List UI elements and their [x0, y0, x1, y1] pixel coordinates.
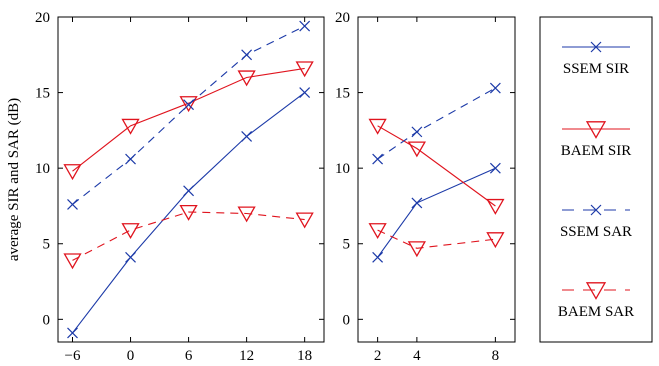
y-tick-label: 0	[43, 312, 51, 328]
legend-marker-x	[590, 41, 602, 53]
data-point-marker	[407, 141, 426, 158]
data-point-marker	[63, 253, 82, 270]
y-tick-label: 10	[35, 161, 50, 177]
x-tick-label: 4	[413, 348, 421, 364]
data-point-marker	[121, 118, 140, 135]
series-line-baem-sir	[72, 67, 305, 172]
data-point-marker	[183, 99, 195, 111]
data-point-marker	[411, 126, 423, 138]
plot-frame	[357, 16, 516, 343]
y-tick-label: 0	[343, 312, 351, 328]
legend-marker-triangle	[585, 121, 607, 139]
data-point-marker	[241, 49, 253, 61]
y-tick-label: 15	[35, 86, 50, 102]
y-axis-label: average SIR and SAR (dB)	[6, 98, 22, 261]
data-point-marker	[411, 197, 423, 209]
x-tick-label: −6	[65, 348, 81, 364]
plot-frame	[57, 16, 325, 343]
data-point-marker	[237, 206, 256, 223]
series-line-baem-sir	[377, 125, 496, 207]
data-point-marker	[241, 130, 253, 142]
x-tick-label: 0	[127, 348, 135, 364]
data-point-marker	[183, 185, 195, 197]
data-point-marker	[489, 162, 501, 174]
data-point-marker	[67, 327, 78, 339]
legend-marker-triangle	[585, 282, 607, 300]
series-line-ssem-sar	[377, 87, 496, 160]
legend-box	[539, 16, 653, 343]
y-tick-label: 20	[335, 10, 350, 26]
series-line-baem-sar	[377, 229, 496, 249]
legend-label: SSEM SAR	[560, 224, 632, 240]
x-tick-label: 6	[185, 348, 193, 364]
legend-label: SSEM SIR	[563, 61, 629, 77]
data-point-marker	[368, 223, 387, 240]
data-point-marker	[299, 20, 311, 32]
y-tick-label: 20	[35, 10, 50, 26]
x-tick-label: 8	[492, 348, 500, 364]
data-point-marker	[295, 212, 314, 229]
series-line-baem-sar	[72, 211, 305, 261]
data-point-marker	[179, 204, 198, 221]
data-point-marker	[125, 251, 136, 263]
legend-label: BAEM SAR	[558, 304, 634, 320]
x-tick-label: 2	[374, 348, 382, 364]
data-point-marker	[295, 61, 314, 78]
data-point-marker	[368, 118, 387, 135]
y-tick-label: 10	[335, 161, 350, 177]
data-point-marker	[372, 153, 384, 165]
data-point-marker	[407, 241, 426, 258]
data-point-marker	[372, 251, 384, 263]
x-tick-label: 12	[239, 348, 254, 364]
data-point-marker	[237, 70, 256, 87]
y-tick-label: 5	[343, 237, 351, 253]
right-chart-panel: 05101520248Channels	[335, 10, 516, 364]
data-point-marker	[179, 96, 198, 113]
legend: SSEM SIR BAEM SIR SSEM SAR BAEM SAR	[539, 16, 653, 343]
data-point-marker	[125, 153, 136, 165]
data-point-marker	[486, 232, 505, 249]
y-tick-label: 15	[335, 86, 350, 102]
legend-label: BAEM SIR	[561, 143, 631, 159]
series-line-ssem-sar	[72, 25, 305, 205]
series-line-ssem-sir	[72, 92, 306, 334]
legend-marker-x	[590, 204, 602, 216]
data-point-marker	[121, 223, 140, 240]
x-tick-label: 18	[297, 348, 312, 364]
series-line-ssem-sir	[377, 167, 496, 258]
y-tick-label: 5	[43, 237, 51, 253]
data-point-marker	[67, 199, 78, 210]
data-point-marker	[299, 87, 311, 99]
data-point-marker	[489, 82, 501, 94]
data-point-marker	[486, 198, 505, 215]
data-point-marker	[63, 164, 82, 181]
